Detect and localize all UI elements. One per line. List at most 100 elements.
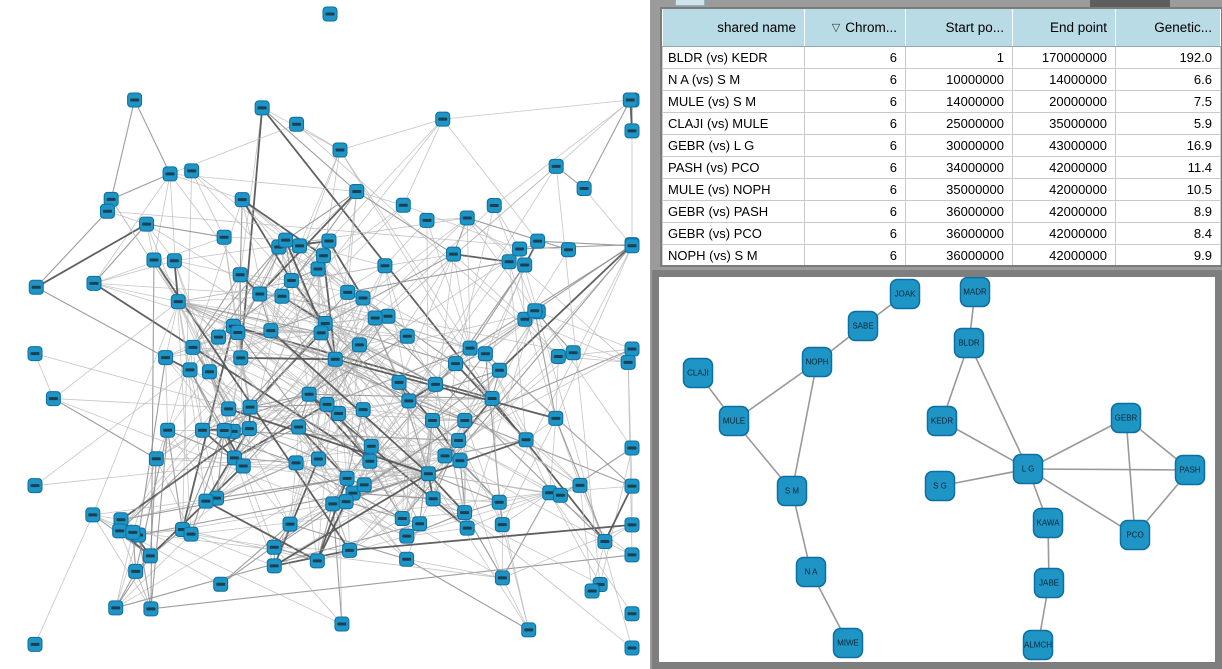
cell-end-point[interactable]: 42000000 bbox=[1012, 155, 1116, 179]
node-sabe[interactable]: SABE bbox=[847, 310, 879, 342]
cell-start-point[interactable]: 36000000 bbox=[905, 199, 1013, 223]
node-gebr[interactable]: GEBR bbox=[1110, 402, 1142, 434]
cell-genetic[interactable]: 8.9 bbox=[1115, 199, 1221, 223]
network-node[interactable] bbox=[462, 340, 478, 356]
table-row[interactable]: GEBR (vs) L G 6 30000000 43000000 16.9 bbox=[662, 133, 1221, 157]
node-sm[interactable]: S M bbox=[776, 475, 808, 507]
network-node[interactable] bbox=[331, 405, 347, 421]
cell-genetic[interactable]: 16.9 bbox=[1115, 133, 1221, 157]
cell-start-point[interactable]: 14000000 bbox=[905, 89, 1013, 113]
node-sg[interactable]: S G bbox=[924, 470, 956, 502]
network-node[interactable] bbox=[560, 242, 576, 258]
cell-shared-name[interactable]: MULE (vs) NOPH bbox=[662, 177, 805, 201]
network-node[interactable] bbox=[339, 470, 355, 486]
node-noph[interactable]: NOPH bbox=[801, 346, 833, 378]
cell-genetic[interactable]: 11.4 bbox=[1115, 155, 1221, 179]
network-node[interactable] bbox=[512, 241, 528, 257]
network-node[interactable] bbox=[45, 391, 61, 407]
network-node[interactable] bbox=[491, 362, 507, 378]
network-node[interactable] bbox=[435, 111, 451, 127]
network-node[interactable] bbox=[274, 288, 290, 304]
column-header-genetic[interactable]: Genetic... bbox=[1115, 9, 1221, 47]
cell-end-point[interactable]: 42000000 bbox=[1012, 243, 1116, 265]
filter-icon[interactable]: ▽ bbox=[831, 21, 841, 34]
cell-chromosome[interactable]: 6 bbox=[804, 243, 906, 265]
subnetwork-edge-LG-GEBR[interactable] bbox=[1027, 417, 1127, 470]
table-row[interactable]: GEBR (vs) PCO 6 36000000 42000000 8.4 bbox=[662, 221, 1221, 245]
network-node[interactable] bbox=[283, 272, 299, 288]
network-node[interactable] bbox=[234, 192, 250, 208]
network-node[interactable] bbox=[572, 477, 588, 493]
network-node[interactable] bbox=[112, 523, 128, 539]
network-node[interactable] bbox=[125, 524, 141, 540]
cell-shared-name[interactable]: GEBR (vs) PCO bbox=[662, 221, 805, 245]
network-node[interactable] bbox=[235, 458, 251, 474]
network-node[interactable] bbox=[182, 362, 198, 378]
cell-start-point[interactable]: 30000000 bbox=[905, 133, 1013, 157]
network-node[interactable] bbox=[342, 542, 358, 558]
subnetwork-edge-LG-PCO[interactable] bbox=[1027, 468, 1136, 536]
network-node[interactable] bbox=[624, 517, 640, 533]
network-node[interactable] bbox=[624, 440, 640, 456]
network-node[interactable] bbox=[517, 257, 533, 273]
network-node[interactable] bbox=[576, 181, 592, 197]
cell-genetic[interactable]: 8.4 bbox=[1115, 221, 1221, 245]
network-node[interactable] bbox=[184, 163, 200, 179]
network-node[interactable] bbox=[325, 496, 341, 512]
network-node[interactable] bbox=[452, 453, 468, 469]
network-node[interactable] bbox=[242, 399, 258, 415]
column-header-start-point[interactable]: Start po... bbox=[905, 9, 1013, 47]
network-node[interactable] bbox=[233, 350, 249, 366]
network-node[interactable] bbox=[351, 337, 367, 353]
network-node[interactable] bbox=[27, 346, 43, 362]
network-node[interactable] bbox=[309, 553, 325, 569]
network-node[interactable] bbox=[213, 576, 229, 592]
network-node[interactable] bbox=[128, 563, 144, 579]
cell-chromosome[interactable]: 6 bbox=[804, 111, 906, 135]
network-node[interactable] bbox=[624, 123, 640, 139]
node-miwe[interactable]: MIWE bbox=[832, 627, 864, 659]
node-pco[interactable]: PCO bbox=[1119, 519, 1151, 551]
main-network-panel[interactable] bbox=[0, 0, 655, 669]
network-node[interactable] bbox=[412, 516, 428, 532]
network-node[interactable] bbox=[301, 386, 317, 402]
network-node[interactable] bbox=[310, 261, 326, 277]
network-node[interactable] bbox=[143, 601, 159, 617]
network-node[interactable] bbox=[289, 116, 305, 132]
network-node[interactable] bbox=[216, 422, 232, 438]
network-node[interactable] bbox=[108, 600, 124, 616]
network-node[interactable] bbox=[282, 516, 298, 532]
network-node[interactable] bbox=[399, 528, 415, 544]
main-network-canvas[interactable] bbox=[0, 0, 655, 669]
cell-end-point[interactable]: 42000000 bbox=[1012, 177, 1116, 201]
network-node[interactable] bbox=[424, 412, 440, 428]
network-node[interactable] bbox=[494, 517, 510, 533]
node-lg[interactable]: L G bbox=[1012, 453, 1044, 485]
cell-chromosome[interactable]: 6 bbox=[804, 45, 906, 69]
network-node[interactable] bbox=[230, 324, 246, 340]
network-node[interactable] bbox=[291, 419, 307, 435]
network-node[interactable] bbox=[457, 505, 473, 521]
network-node[interactable] bbox=[252, 286, 268, 302]
cell-chromosome[interactable]: 6 bbox=[804, 177, 906, 201]
node-jabe[interactable]: JABE bbox=[1033, 567, 1065, 599]
network-node[interactable] bbox=[158, 350, 174, 366]
network-node[interactable] bbox=[552, 487, 568, 503]
table-row[interactable]: GEBR (vs) PASH 6 36000000 42000000 8.9 bbox=[662, 199, 1221, 223]
table-row[interactable]: PASH (vs) PCO 6 34000000 42000000 11.4 bbox=[662, 155, 1221, 179]
cell-chromosome[interactable]: 6 bbox=[804, 155, 906, 179]
network-node[interactable] bbox=[313, 325, 329, 341]
network-node[interactable] bbox=[367, 310, 383, 326]
network-node[interactable] bbox=[166, 253, 182, 269]
network-node[interactable] bbox=[327, 351, 343, 367]
network-node[interactable] bbox=[401, 393, 417, 409]
network-node[interactable] bbox=[362, 453, 378, 469]
table-row[interactable]: CLAJI (vs) MULE 6 25000000 35000000 5.9 bbox=[662, 111, 1221, 135]
network-node[interactable] bbox=[266, 558, 282, 574]
network-node[interactable] bbox=[394, 511, 410, 527]
network-node[interactable] bbox=[399, 328, 415, 344]
network-node[interactable] bbox=[85, 507, 101, 523]
cell-genetic[interactable]: 9.9 bbox=[1115, 243, 1221, 265]
cell-genetic[interactable]: 192.0 bbox=[1115, 45, 1221, 69]
subnetwork-panel[interactable]: JOAK MADR SABE BLDR NOPH CLAJI GEBR MULE KEDR L G… bbox=[659, 277, 1215, 662]
